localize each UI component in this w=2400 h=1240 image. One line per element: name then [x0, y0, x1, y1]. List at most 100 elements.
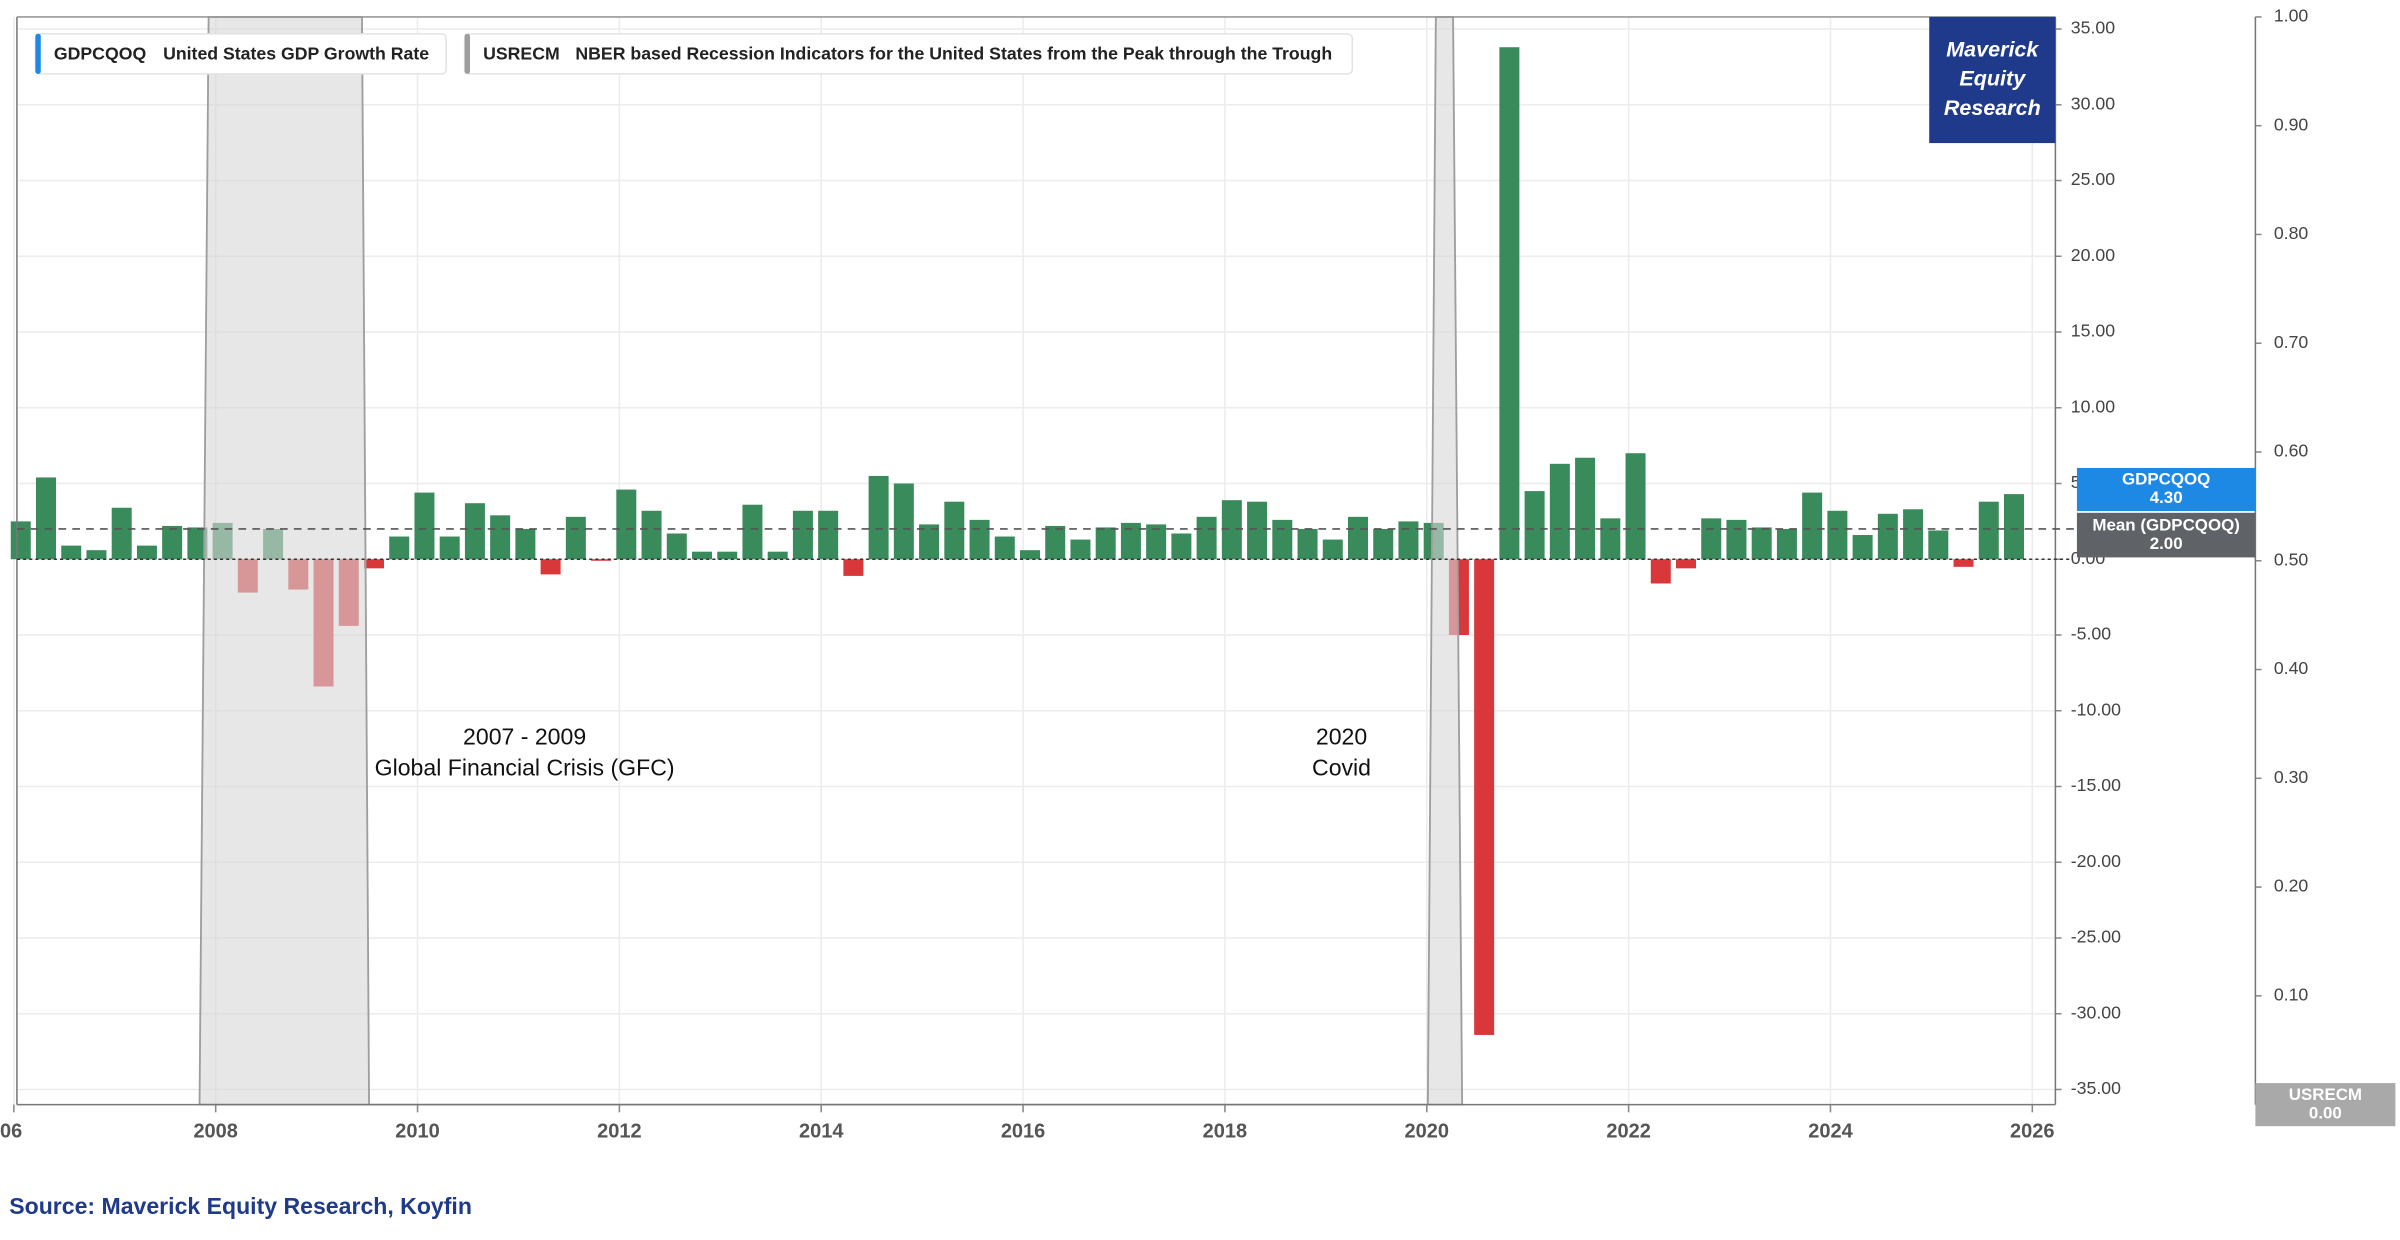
- y2-tick-label: 0.60: [2274, 441, 2309, 461]
- recession-tag-value: 0.00: [2309, 1103, 2342, 1122]
- legend-description: NBER based Recession Indicators for the …: [575, 43, 1332, 63]
- bar: [969, 519, 990, 560]
- bar: [1827, 510, 1848, 560]
- bar: [1928, 530, 1949, 560]
- bar: [1221, 500, 1242, 560]
- bar: [1776, 528, 1797, 560]
- bar: [1247, 501, 1268, 560]
- bar: [1146, 524, 1167, 560]
- bar: [1297, 528, 1318, 560]
- annotation: Covid: [1312, 754, 1371, 780]
- bar: [1045, 525, 1066, 560]
- bar: [591, 559, 612, 561]
- y-tick-label: 10.00: [2071, 396, 2115, 416]
- bar: [61, 545, 82, 560]
- bar: [742, 504, 763, 560]
- y-tick-label: -10.00: [2071, 699, 2121, 719]
- bar: [1625, 453, 1646, 560]
- bar: [540, 559, 561, 575]
- axes: 35.0030.0025.0020.0015.0010.005.000.00-5…: [0, 6, 2308, 1143]
- bar: [1802, 492, 1823, 560]
- y-tick-label: 15.00: [2071, 321, 2115, 341]
- mean-tag-box: [2076, 512, 2256, 558]
- bar: [111, 507, 132, 560]
- bar: [1322, 539, 1343, 560]
- x-tick-label: 2010: [395, 1121, 439, 1143]
- bar: [36, 477, 57, 560]
- y-tick-label: -15.00: [2071, 775, 2121, 795]
- annotation: 2020: [1316, 724, 1367, 750]
- y-tick-label: -5.00: [2071, 624, 2111, 644]
- bar: [1575, 457, 1596, 560]
- bar: [464, 503, 485, 560]
- overlays: GDPCQOQ United States GDP Growth Rate USRE…: [16, 16, 2396, 1127]
- y2-tick-label: 0.10: [2274, 985, 2309, 1005]
- bar: [767, 551, 788, 560]
- bar: [692, 551, 712, 560]
- x-tick-label: 2022: [1606, 1121, 1651, 1143]
- y-tick-label: -20.00: [2071, 851, 2121, 871]
- x-tick-label: 2012: [597, 1121, 642, 1143]
- x-tick-label: 2024: [1808, 1121, 1853, 1143]
- y2-tick-label: 0.30: [2274, 767, 2309, 787]
- legend-code: USRECM: [483, 43, 560, 63]
- bar: [1499, 47, 1520, 560]
- y-tick-label: -35.00: [2071, 1078, 2121, 1098]
- bar: [1701, 518, 1722, 560]
- y-tick-label: -30.00: [2071, 1002, 2121, 1022]
- bar: [565, 516, 586, 560]
- x-tick-label: 2026: [2010, 1121, 2055, 1143]
- bar: [1373, 528, 1394, 560]
- logo-box: [1929, 16, 2056, 144]
- bar: [792, 510, 813, 560]
- bar: [1751, 527, 1772, 560]
- y2-tick-label: 0.70: [2274, 332, 2309, 352]
- bar: [818, 510, 839, 560]
- bar: [439, 536, 460, 560]
- bar: [1474, 559, 1495, 1035]
- bar: [86, 550, 107, 560]
- y-tick-label: -25.00: [2071, 927, 2121, 947]
- y2-tick-label: 1.00: [2274, 6, 2309, 26]
- legend-swatch: [464, 33, 470, 74]
- bar: [944, 501, 965, 560]
- bar: [187, 527, 208, 560]
- bar: [515, 528, 536, 560]
- bar: [641, 510, 662, 560]
- bar: [1196, 516, 1217, 560]
- bar: [1120, 522, 1141, 560]
- bar: [1549, 463, 1570, 560]
- bar: [1726, 519, 1747, 560]
- x-tick-label: 2016: [1001, 1121, 1045, 1143]
- x-tick-label: 2008: [193, 1121, 238, 1143]
- x-tick-label: 2020: [1405, 1121, 1449, 1143]
- legend-description: United States GDP Growth Rate: [163, 43, 429, 63]
- bar: [1171, 533, 1192, 560]
- x-tick-label: 2018: [1203, 1121, 1248, 1143]
- bar: [616, 489, 637, 560]
- y2-tick-label: 0.40: [2274, 658, 2309, 678]
- last-value-tag-box: [2076, 467, 2256, 512]
- y2-tick-label: 0.90: [2274, 114, 2309, 134]
- mean-tag-name: Mean (GDPCQOQ): [2092, 515, 2239, 534]
- mean-tag-value: 2.00: [2150, 534, 2183, 553]
- bar: [1903, 509, 1924, 560]
- bars: [10, 47, 2024, 1035]
- legend-code: GDPCQOQ: [54, 43, 147, 63]
- bar: [2004, 494, 2024, 560]
- bar: [1600, 518, 1621, 560]
- bar: [490, 515, 511, 560]
- bar: [1272, 519, 1293, 560]
- y2-tick-label: 0.20: [2274, 876, 2309, 896]
- bar: [893, 483, 914, 560]
- bar: [1070, 539, 1091, 560]
- bar: [1852, 535, 1873, 560]
- bar: [10, 521, 31, 560]
- bar: [1978, 501, 1999, 560]
- bar: [364, 559, 384, 569]
- source: Source: Maverick Equity Research, Koyfin: [9, 1193, 472, 1219]
- y-tick-label: 20.00: [2071, 245, 2115, 265]
- bar: [389, 536, 410, 560]
